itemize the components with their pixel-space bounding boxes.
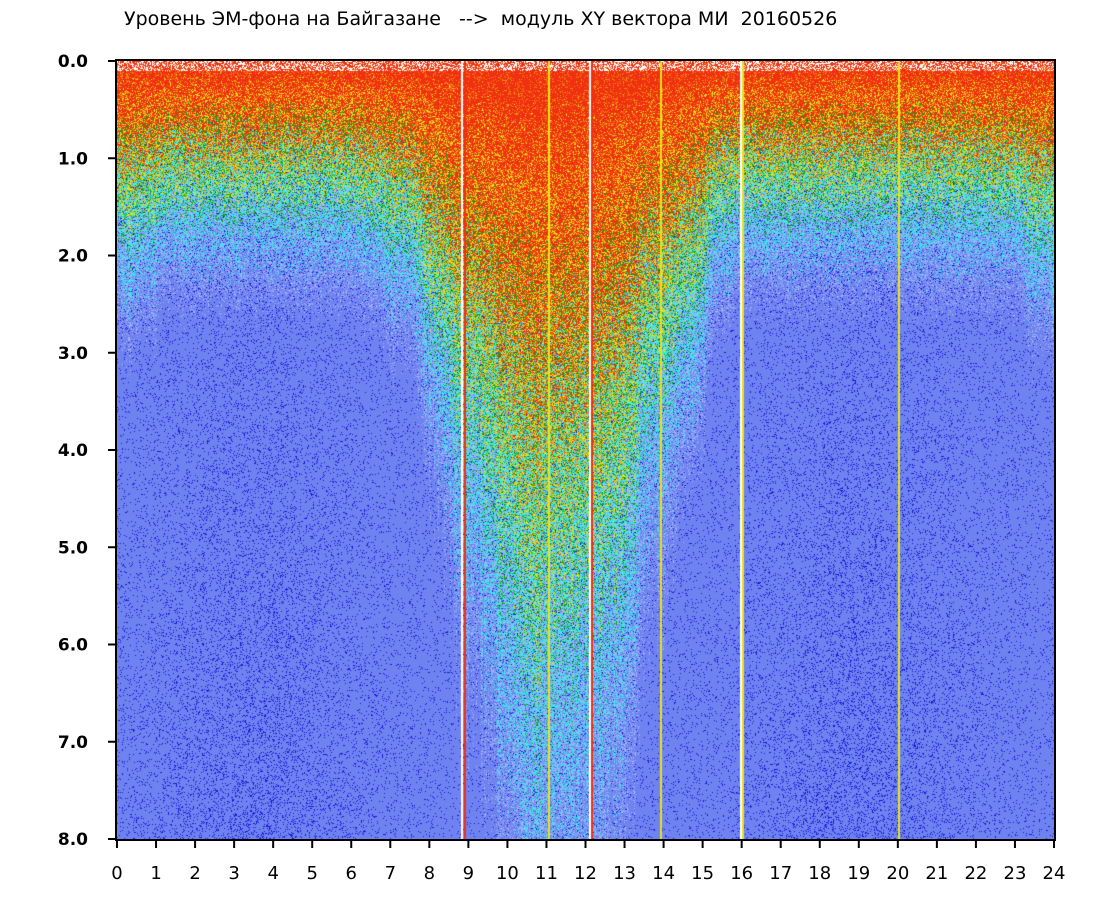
x-tick-label: 2 — [189, 863, 200, 884]
x-tick-label: 24 — [1043, 863, 1066, 884]
x-tick-label: 10 — [496, 863, 519, 884]
y-tick-label: 3.0 — [58, 344, 88, 364]
x-tick-label: 19 — [847, 863, 870, 884]
x-tick-label: 8 — [424, 863, 435, 884]
x-tick-label: 17 — [769, 863, 792, 884]
x-tick-label: 5 — [306, 863, 317, 884]
x-tick-label: 7 — [385, 863, 396, 884]
chart-title: Уровень ЭМ-фона на Байгазане --> модуль … — [124, 8, 838, 30]
x-tick-label: 20 — [886, 863, 909, 884]
y-tick-label: 6.0 — [58, 636, 88, 656]
y-tick-label: 2.0 — [58, 247, 88, 267]
x-tick-label: 14 — [652, 863, 675, 884]
x-axis: 0 1 2 3 4 5 6 7 8 9 10 11 12 13 14 15 16 17 18 19 20 21 22 23 24 — [111, 841, 1065, 884]
y-tick-label: 0.0 — [58, 52, 88, 72]
x-tick-label: 1 — [150, 863, 161, 884]
x-tick-label: 3 — [228, 863, 239, 884]
y-tick-label: 8.0 — [58, 830, 88, 850]
y-tick-label: 5.0 — [58, 538, 88, 558]
heatmap-canvas — [117, 61, 1054, 839]
x-tick-label: 11 — [535, 863, 558, 884]
x-tick-label: 6 — [346, 863, 357, 884]
y-tick-label: 7.0 — [58, 733, 88, 753]
x-tick-label: 9 — [463, 863, 474, 884]
x-tick-label: 16 — [730, 863, 753, 884]
x-tick-label: 12 — [574, 863, 597, 884]
x-tick-label: 0 — [111, 863, 122, 884]
y-axis: 0.0 1.0 2.0 3.0 4.0 5.0 6.0 7.0 8.0 — [58, 52, 115, 850]
x-tick-label: 4 — [267, 863, 278, 884]
y-tick-label: 4.0 — [58, 441, 88, 461]
x-tick-label: 18 — [808, 863, 831, 884]
x-tick-label: 15 — [691, 863, 714, 884]
x-tick-label: 13 — [613, 863, 636, 884]
x-tick-label: 23 — [1004, 863, 1027, 884]
x-tick-label: 22 — [964, 863, 987, 884]
x-tick-label: 21 — [925, 863, 948, 884]
y-tick-label: 1.0 — [58, 149, 88, 169]
